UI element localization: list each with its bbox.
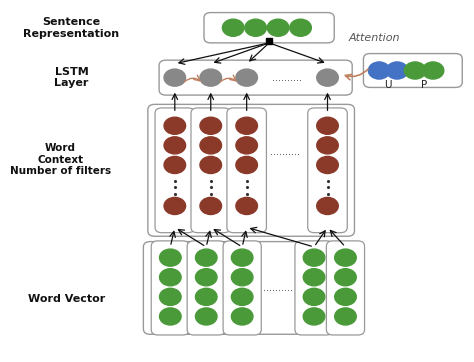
Text: U: U	[384, 80, 392, 90]
Circle shape	[422, 62, 444, 79]
Circle shape	[195, 249, 217, 266]
FancyBboxPatch shape	[204, 13, 334, 43]
Circle shape	[245, 19, 266, 36]
Circle shape	[200, 117, 221, 134]
Circle shape	[195, 308, 217, 325]
FancyBboxPatch shape	[155, 108, 194, 233]
Circle shape	[368, 62, 390, 79]
Circle shape	[236, 197, 257, 215]
Text: Attention: Attention	[349, 33, 401, 43]
Circle shape	[303, 308, 325, 325]
FancyBboxPatch shape	[327, 241, 365, 335]
FancyBboxPatch shape	[227, 108, 266, 233]
Circle shape	[222, 19, 244, 36]
Circle shape	[164, 69, 186, 86]
FancyBboxPatch shape	[308, 108, 347, 233]
Circle shape	[317, 137, 338, 154]
FancyBboxPatch shape	[191, 108, 230, 233]
FancyBboxPatch shape	[143, 241, 359, 334]
Text: Word Vector: Word Vector	[28, 294, 106, 304]
Circle shape	[164, 156, 186, 173]
Circle shape	[335, 288, 356, 306]
Circle shape	[267, 19, 289, 36]
Circle shape	[200, 69, 221, 86]
FancyBboxPatch shape	[223, 241, 261, 335]
Circle shape	[317, 197, 338, 215]
Circle shape	[231, 269, 253, 286]
Text: Word
Context
Number of filters: Word Context Number of filters	[10, 143, 111, 176]
FancyBboxPatch shape	[148, 104, 355, 236]
Circle shape	[386, 62, 408, 79]
Text: ..........: ..........	[272, 73, 302, 83]
Circle shape	[200, 156, 221, 173]
Circle shape	[236, 117, 257, 134]
Circle shape	[335, 269, 356, 286]
Circle shape	[303, 249, 325, 266]
Circle shape	[290, 19, 311, 36]
Circle shape	[195, 269, 217, 286]
Circle shape	[160, 269, 181, 286]
Circle shape	[200, 137, 221, 154]
Circle shape	[164, 117, 186, 134]
Circle shape	[160, 249, 181, 266]
FancyBboxPatch shape	[364, 54, 462, 88]
Circle shape	[200, 197, 221, 215]
Circle shape	[317, 117, 338, 134]
Text: P: P	[421, 80, 427, 90]
Circle shape	[303, 288, 325, 306]
Circle shape	[164, 197, 186, 215]
Circle shape	[164, 137, 186, 154]
Text: LSTM
Layer: LSTM Layer	[55, 67, 89, 88]
Circle shape	[317, 69, 338, 86]
FancyBboxPatch shape	[151, 241, 190, 335]
Circle shape	[160, 288, 181, 306]
Circle shape	[231, 288, 253, 306]
Circle shape	[404, 62, 426, 79]
Circle shape	[231, 308, 253, 325]
Circle shape	[195, 288, 217, 306]
Text: Sentence
Representation: Sentence Representation	[23, 17, 119, 38]
Circle shape	[317, 156, 338, 173]
Circle shape	[231, 249, 253, 266]
FancyBboxPatch shape	[159, 60, 352, 95]
Text: ..........: ..........	[263, 283, 293, 293]
Circle shape	[236, 137, 257, 154]
Circle shape	[236, 156, 257, 173]
FancyBboxPatch shape	[295, 241, 333, 335]
Circle shape	[236, 69, 257, 86]
Circle shape	[335, 249, 356, 266]
FancyBboxPatch shape	[187, 241, 225, 335]
Circle shape	[160, 308, 181, 325]
Circle shape	[335, 308, 356, 325]
Circle shape	[303, 269, 325, 286]
Text: ..........: ..........	[270, 147, 300, 157]
